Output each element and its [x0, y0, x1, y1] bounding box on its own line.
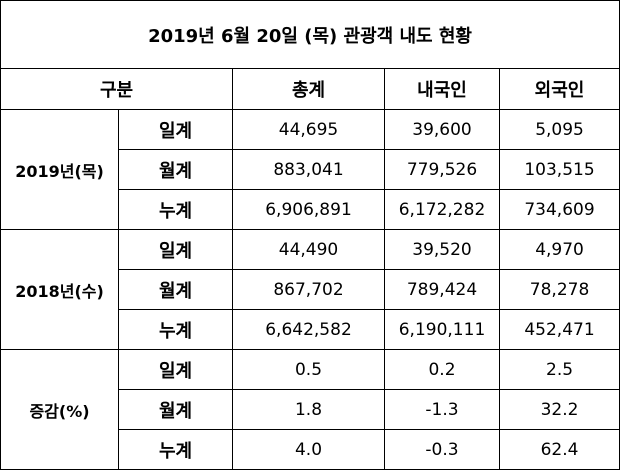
- foreign-cell: 32.2: [498, 389, 620, 430]
- table-row: 2018년(수) 일계 44,490 39,520 4,970: [0, 229, 620, 350]
- table-title: 2019년 6월 20일 (목) 관광객 내도 현황: [0, 0, 620, 69]
- domestic-cell: 39,600: [384, 109, 500, 150]
- table-row: 월계 1.8 -1.3 32.2: [1, 389, 620, 430]
- foreign-cell: 62.4: [498, 429, 620, 470]
- foreign-cell: 2.5: [498, 349, 620, 390]
- table-row: 증감(%) 일계 0.5 0.2 2.5: [0, 349, 620, 470]
- group-label: 2019년(목): [0, 109, 119, 230]
- total-cell: 0.5: [232, 349, 385, 390]
- table-row: 누계 6,642,582 6,190,111 452,471: [1, 309, 620, 350]
- table-row: 누계 4.0 -0.3 62.4: [1, 429, 620, 470]
- domestic-cell: 789,424: [384, 269, 500, 310]
- group-label: 증감(%): [0, 349, 119, 470]
- sub-label: 누계: [118, 429, 233, 470]
- total-cell: 6,906,891: [232, 189, 385, 230]
- foreign-cell: 5,095: [498, 109, 620, 150]
- total-cell: 1.8: [232, 389, 385, 430]
- foreign-cell: 734,609: [498, 189, 620, 230]
- sub-label: 일계: [118, 109, 233, 150]
- domestic-cell: -0.3: [384, 429, 500, 470]
- foreign-cell: 452,471: [498, 309, 620, 350]
- total-cell: 6,642,582: [232, 309, 385, 350]
- sub-label: 월계: [118, 149, 233, 190]
- sub-label: 누계: [118, 189, 233, 230]
- domestic-cell: -1.3: [384, 389, 500, 430]
- total-cell: 44,695: [232, 109, 385, 150]
- header-foreign: 외국인: [498, 68, 620, 110]
- domestic-cell: 6,190,111: [384, 309, 500, 350]
- group-label: 2018년(수): [0, 229, 119, 350]
- foreign-cell: 103,515: [498, 149, 620, 190]
- domestic-cell: 0.2: [384, 349, 500, 390]
- total-cell: 4.0: [232, 429, 385, 470]
- table-row: 누계 6,906,891 6,172,282 734,609: [1, 189, 620, 230]
- table-row: 월계 867,702 789,424 78,278: [1, 269, 620, 310]
- header-domestic: 내국인: [384, 68, 500, 110]
- table-row: 2019년(목) 일계 44,695 39,600 5,095: [0, 109, 620, 230]
- sub-label: 월계: [118, 389, 233, 430]
- header-category: 구분: [0, 68, 233, 110]
- sub-label: 일계: [118, 229, 233, 270]
- table-row: 월계 883,041 779,526 103,515: [1, 149, 620, 190]
- header-total: 총계: [232, 68, 385, 110]
- domestic-cell: 39,520: [384, 229, 500, 270]
- sub-label: 월계: [118, 269, 233, 310]
- domestic-cell: 779,526: [384, 149, 500, 190]
- foreign-cell: 78,278: [498, 269, 620, 310]
- foreign-cell: 4,970: [498, 229, 620, 270]
- total-cell: 44,490: [232, 229, 385, 270]
- sub-label: 누계: [118, 309, 233, 350]
- total-cell: 883,041: [232, 149, 385, 190]
- sub-label: 일계: [118, 349, 233, 390]
- domestic-cell: 6,172,282: [384, 189, 500, 230]
- total-cell: 867,702: [232, 269, 385, 310]
